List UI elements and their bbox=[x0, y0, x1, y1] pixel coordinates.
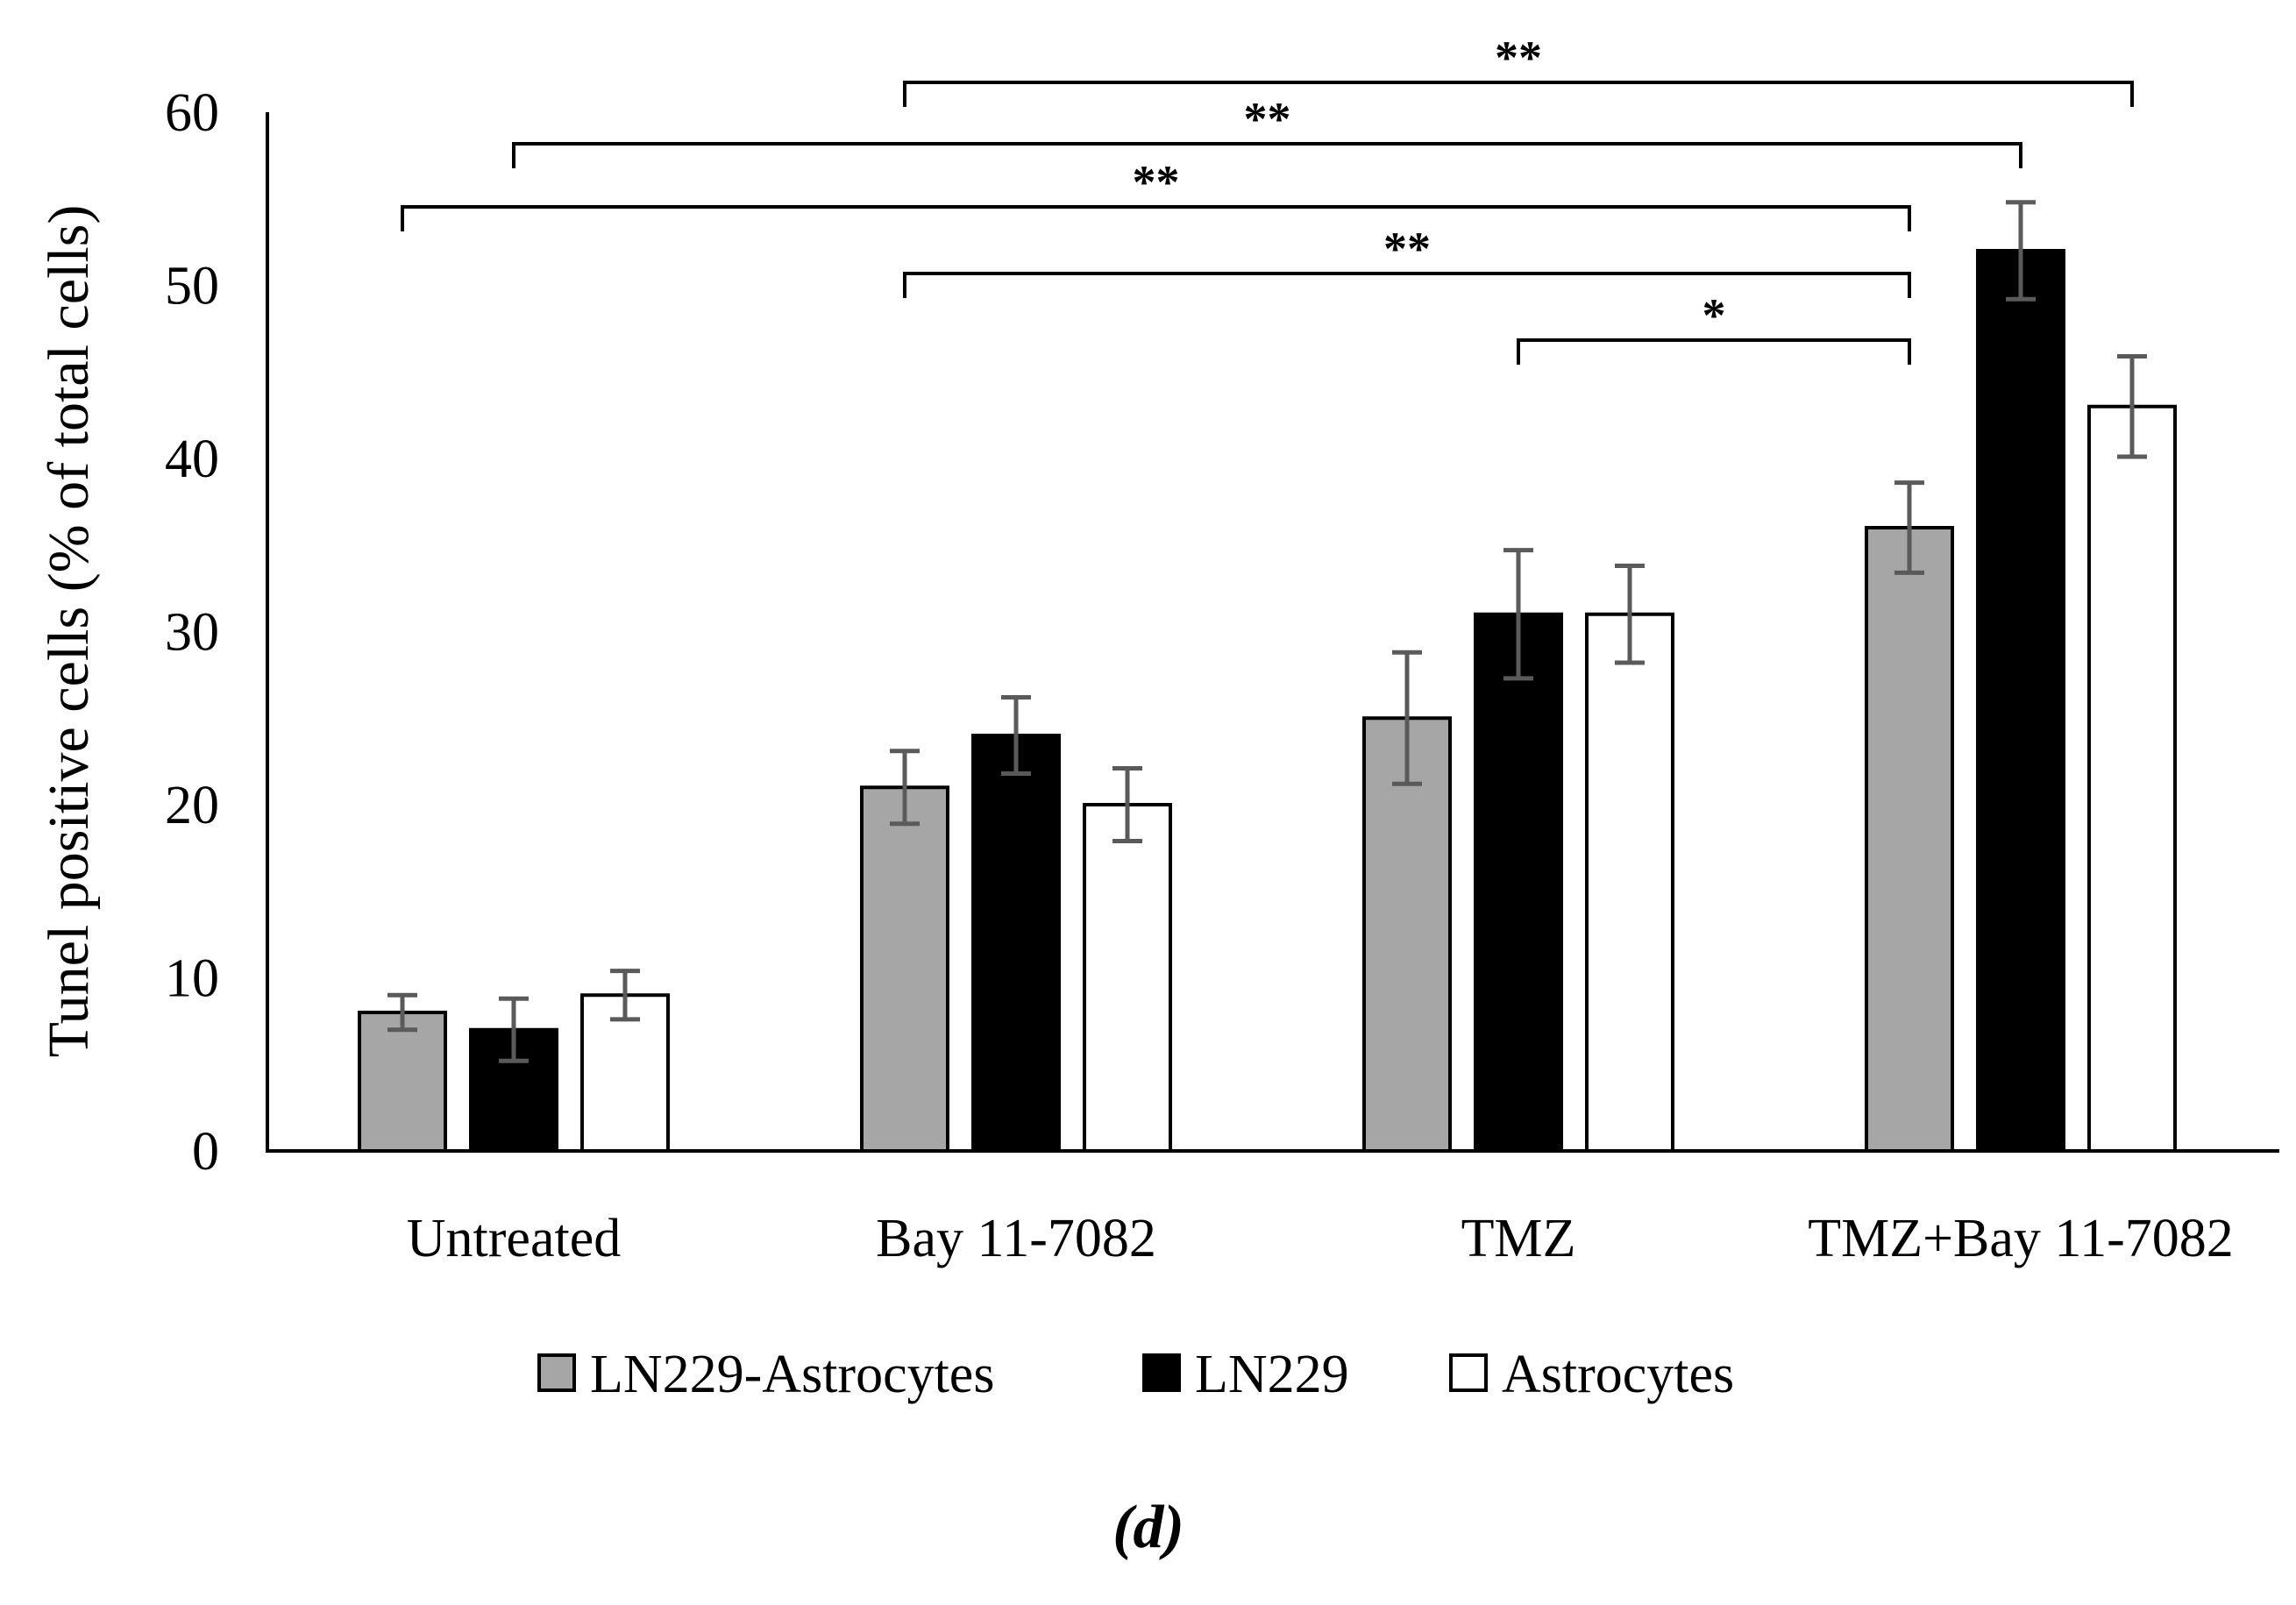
bar bbox=[1474, 612, 1563, 1153]
bars bbox=[358, 249, 2177, 1153]
legend-swatch bbox=[1142, 1353, 1181, 1392]
y-tick-label: 60 bbox=[165, 83, 219, 143]
y-tick-labels: 0 10 20 30 40 50 60 bbox=[165, 83, 219, 1182]
significance-label: * bbox=[1702, 289, 1726, 342]
legend-swatch bbox=[537, 1353, 576, 1392]
legend-label: Astrocytes bbox=[1502, 1345, 1734, 1404]
error-bars bbox=[387, 200, 2147, 1063]
significance-bracket bbox=[512, 142, 2022, 168]
y-tick-label: 0 bbox=[192, 1122, 219, 1182]
significance-bracket bbox=[903, 272, 1911, 298]
bar bbox=[860, 785, 949, 1153]
category-labels: Untreated Bay 11-7082 TMZ TMZ+Bay 11-7082 bbox=[407, 1209, 2234, 1268]
bar bbox=[2087, 404, 2177, 1153]
significance-label: ** bbox=[1383, 223, 1431, 275]
category-label: TMZ bbox=[1461, 1209, 1576, 1268]
bar bbox=[1976, 249, 2065, 1153]
bar bbox=[1585, 612, 1674, 1153]
category-label: TMZ+Bay 11-7082 bbox=[1808, 1209, 2234, 1268]
legend-swatch bbox=[1449, 1353, 1488, 1392]
significance-label: ** bbox=[1133, 156, 1180, 209]
y-tick-label: 30 bbox=[165, 603, 219, 663]
bar bbox=[1865, 526, 1954, 1153]
axes bbox=[266, 112, 2279, 1153]
category-label: Bay 11-7082 bbox=[876, 1209, 1156, 1268]
legend-label: LN229-Astrocytes bbox=[590, 1345, 994, 1404]
significance-bracket bbox=[401, 205, 1911, 231]
category-label: Untreated bbox=[407, 1209, 621, 1268]
legend-label: LN229 bbox=[1195, 1345, 1349, 1404]
significance-brackets: ********* bbox=[401, 32, 2134, 365]
bar bbox=[971, 734, 1061, 1153]
bar bbox=[1083, 803, 1172, 1153]
y-tick-label: 50 bbox=[165, 257, 219, 316]
y-axis-label: Tunel positive cells (% of total cells) bbox=[37, 205, 101, 1058]
bar bbox=[358, 1011, 447, 1153]
significance-bracket bbox=[903, 81, 2134, 107]
y-tick-label: 10 bbox=[165, 949, 219, 1009]
y-tick-label: 20 bbox=[165, 776, 219, 835]
significance-label: ** bbox=[1244, 93, 1291, 146]
bar bbox=[1362, 716, 1452, 1153]
panel-label: (d) bbox=[1112, 1494, 1184, 1561]
y-tick-label: 40 bbox=[165, 430, 219, 489]
significance-bracket bbox=[1517, 338, 1911, 365]
legend: LN229-Astrocytes LN229 Astrocytes bbox=[537, 1345, 1734, 1404]
significance-label: ** bbox=[1495, 32, 1542, 84]
